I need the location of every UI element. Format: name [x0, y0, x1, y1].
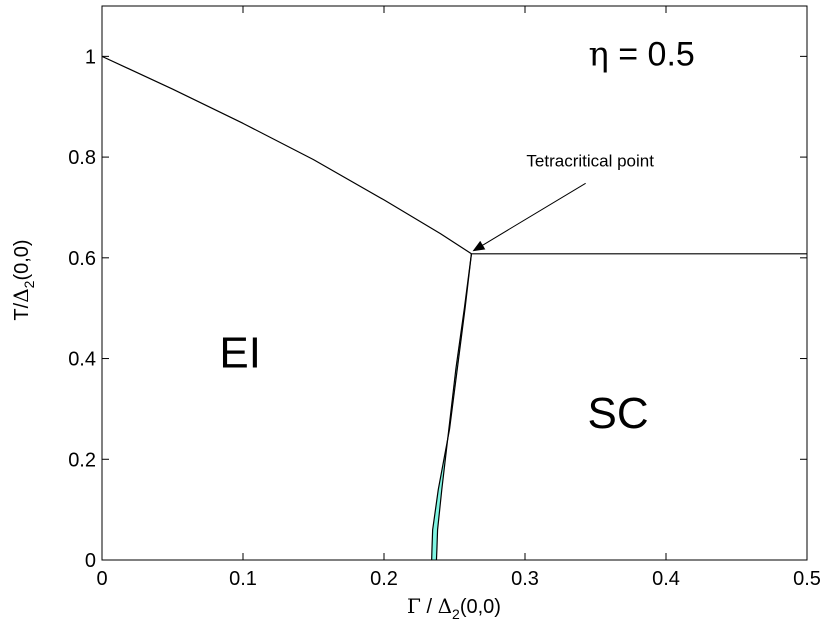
x-tick-label: 0.4 [652, 568, 680, 590]
x-axis-subscript: 2 [452, 606, 460, 622]
y-axis-subscript: 2 [21, 280, 37, 288]
eta-symbol: η [588, 34, 608, 74]
x-tick-label: 0.5 [793, 568, 821, 590]
y-tick-label: 1 [85, 46, 96, 68]
x-axis-slash: / [421, 596, 438, 618]
region-label-ei: EI [219, 329, 261, 378]
eta-value: = 0.5 [609, 35, 695, 73]
y-tick-label: 0.6 [68, 248, 96, 270]
plot-area [102, 6, 807, 560]
y-axis-delta: Δ [9, 288, 33, 302]
y-tick-label: 0.4 [68, 349, 96, 371]
x-tick-label: 0 [96, 568, 107, 590]
x-axis-args: (0,0) [460, 596, 501, 618]
y-tick-label: 0.8 [68, 147, 96, 169]
y-axis-prefix: T/ [11, 302, 33, 320]
y-tick-label: 0 [85, 550, 96, 572]
x-axis-title: Γ / Δ2(0,0) [407, 594, 501, 622]
x-tick-label: 0.1 [229, 568, 257, 590]
y-axis-args: (0,0) [11, 239, 33, 280]
y-axis-title: T/Δ2(0,0) [9, 239, 37, 320]
tetracritical-point-annotation: Tetracritical point [526, 152, 654, 171]
x-axis-gamma: Γ [407, 594, 421, 618]
x-tick-label: 0.3 [511, 568, 539, 590]
parameter-label: η = 0.5 [588, 34, 694, 74]
region-label-sc: SC [587, 389, 648, 438]
x-tick-label: 0.2 [370, 568, 398, 590]
x-axis-delta: Δ [438, 594, 452, 618]
y-tick-label: 0.2 [68, 449, 96, 471]
